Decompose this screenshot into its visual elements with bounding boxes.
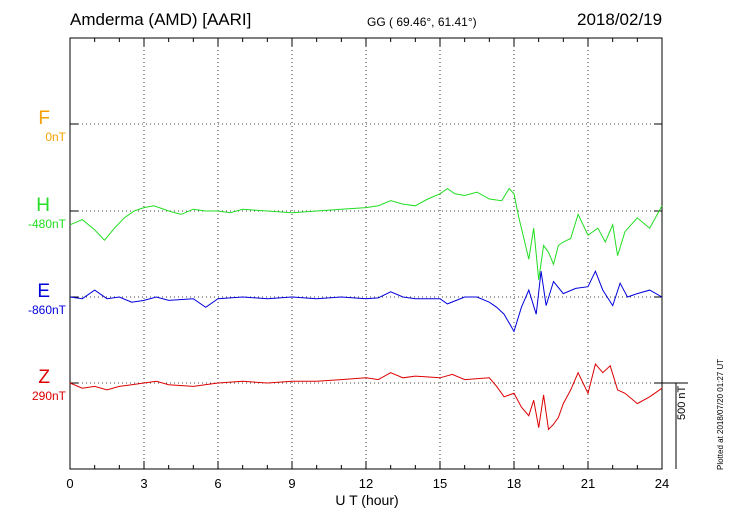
series-line-e (69, 269, 663, 333)
x-tick-label: 21 (580, 476, 596, 491)
x-tick-label: 24 (654, 476, 670, 491)
channel-offset-f: 0nT (45, 130, 66, 144)
plotted-timestamp: Plotted at 2018/07/20 01:27 UT (716, 358, 725, 470)
scale-bar-label: 500 nT (676, 385, 688, 420)
channel-name-h: H (36, 195, 50, 216)
x-tick-label: 9 (288, 476, 296, 491)
x-tick-label: 18 (506, 476, 522, 491)
channel-offset-h: -480nT (27, 217, 66, 231)
series-line-z (69, 363, 663, 431)
channel-offset-z: 290nT (31, 389, 66, 403)
series-line-h (69, 187, 663, 280)
x-tick-label: 6 (214, 476, 222, 491)
station-title: Amderma (AMD) [AARI] (70, 10, 252, 29)
x-tick-label: 15 (432, 476, 448, 491)
channel-name-f: F (38, 108, 50, 129)
channel-name-e: E (37, 281, 50, 302)
x-tick-label: 12 (358, 476, 374, 491)
x-axis-label: U T (hour) (335, 492, 399, 508)
coordinates-label: GG ( 69.46°, 61.41°) (367, 15, 477, 29)
x-tick-label: 0 (66, 476, 74, 491)
channel-name-z: Z (38, 367, 50, 388)
channel-offset-e: -860nT (27, 303, 66, 317)
x-tick-label: 3 (140, 476, 148, 491)
date-label: 2018/02/19 (577, 10, 663, 29)
